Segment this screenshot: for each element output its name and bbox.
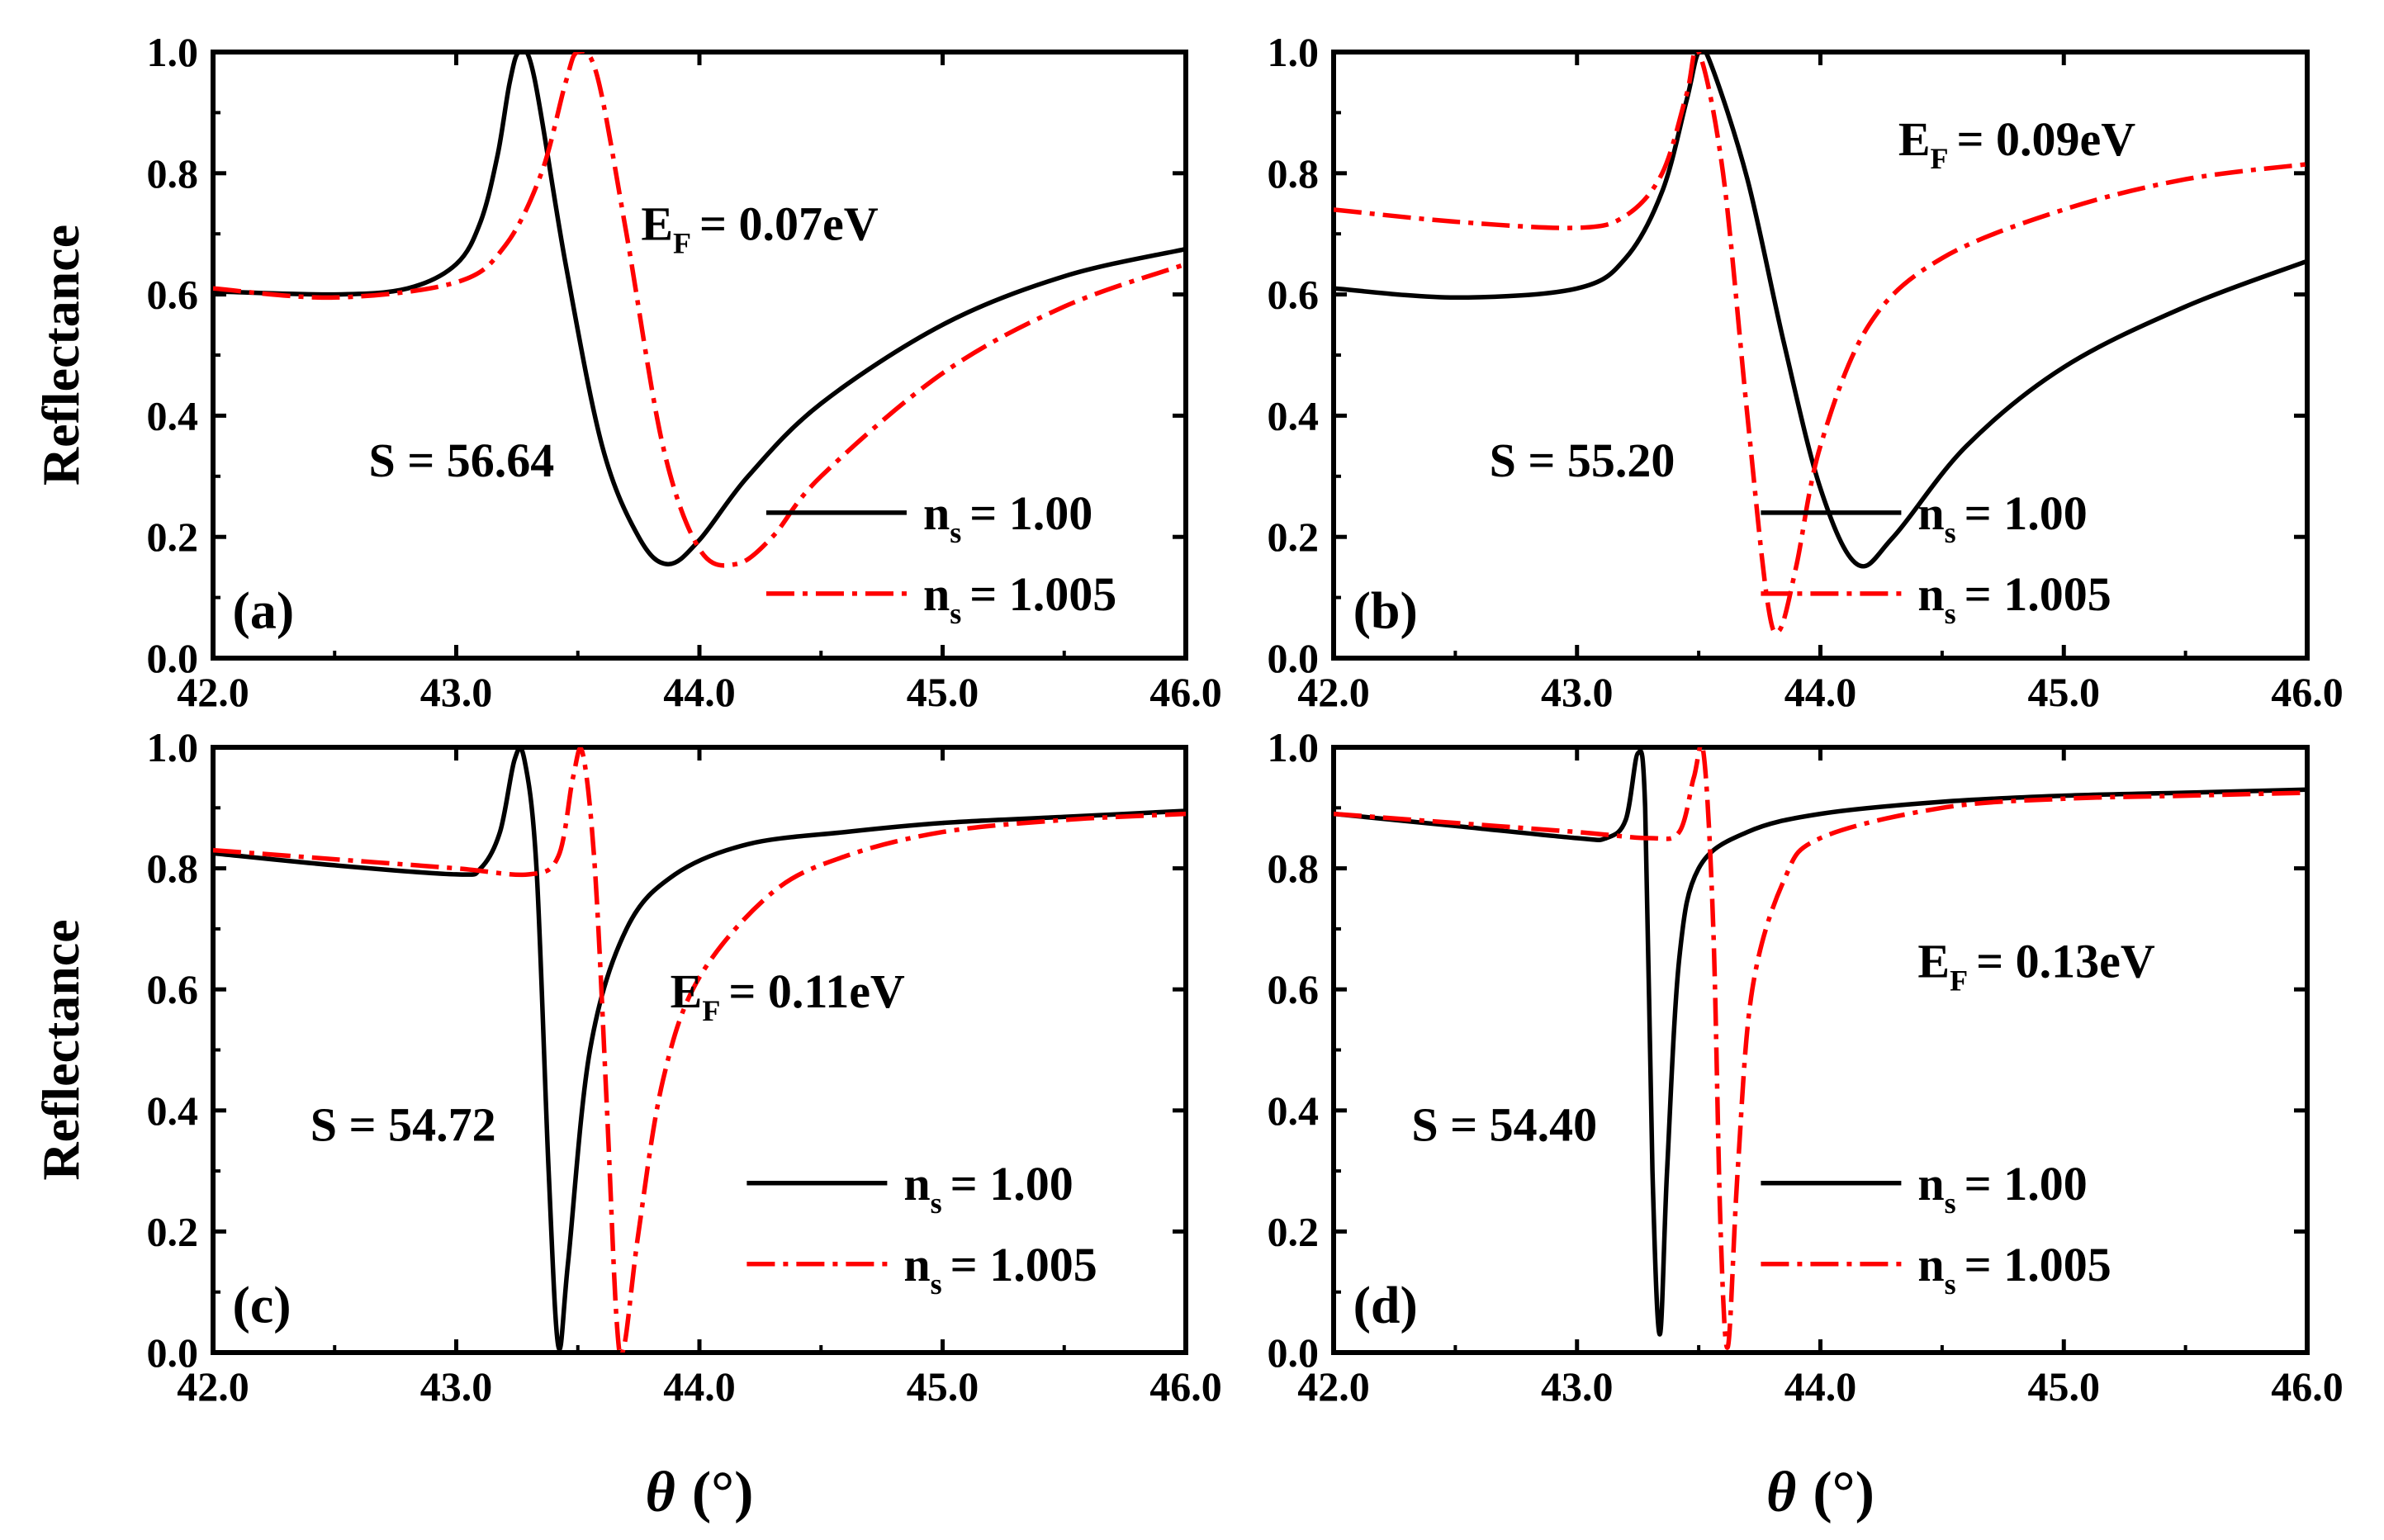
series-line-ns-1-005 [213, 747, 1186, 1353]
y-tick-label: 0.6 [147, 966, 199, 1012]
ef-annotation: EF = 0.07eV [641, 197, 878, 260]
series-line-ns-1-00 [213, 52, 1186, 566]
y-tick-label: 1.0 [1268, 724, 1320, 770]
x-tick-label: 43.0 [1541, 669, 1614, 715]
x-tick-label: 45.0 [907, 669, 979, 715]
x-tick-label: 46.0 [1149, 1363, 1222, 1410]
series-line-ns-1-00 [213, 747, 1186, 1352]
series-line-ns-1-005 [213, 52, 1186, 568]
panel-label: (c) [233, 1275, 291, 1334]
x-tick-label: 44.0 [663, 1363, 736, 1410]
y-tick-label: 1.0 [1268, 29, 1320, 75]
y-tick-label: 0.4 [147, 392, 199, 438]
series-line-ns-1-00 [1334, 52, 2307, 569]
panel-d: 42.0 43.0 44.0 45.0 46.0 0.0 0.2 0.4 0.6 0.8 1.0 θ(… [1268, 724, 2344, 1524]
y-tick-label: 1.0 [147, 724, 199, 770]
y-tick-label: 0.0 [147, 1329, 199, 1376]
y-tick-label: 0.2 [147, 514, 199, 560]
y-tick-label: 0.4 [1268, 392, 1320, 438]
x-tick-label: 42.0 [1297, 1363, 1370, 1410]
legend-label: ns = 1.00 [1917, 1157, 2087, 1220]
panel-label: (b) [1353, 580, 1418, 639]
x-axis-label: θ (°) [1766, 1461, 1874, 1524]
y-tick-label: 0.8 [147, 150, 199, 197]
legend-label: ns = 1.005 [1917, 567, 2111, 630]
s-annotation: S = 56.64 [368, 434, 554, 487]
x-tick-label: 44.0 [1784, 1363, 1857, 1410]
ef-annotation: EF = 0.13eV [1917, 935, 2154, 997]
x-axis-label: θ (°) [646, 1461, 754, 1524]
x-tick-label: 42.0 [177, 1363, 249, 1410]
y-tick-label: 0.2 [1268, 514, 1320, 560]
legend-label: ns = 1.00 [1917, 486, 2087, 549]
y-tick-label: 0.6 [1268, 272, 1320, 318]
x-tick-label: 43.0 [420, 669, 493, 715]
y-tick-label: 0.0 [1268, 635, 1320, 681]
plot-frame [1331, 50, 2310, 661]
legend-label: ns = 1.005 [1917, 1238, 2111, 1301]
series-line-ns-1-005 [1334, 52, 2307, 636]
x-tick-label: 46.0 [2271, 669, 2344, 715]
series-line-ns-1-00 [1334, 748, 2307, 1337]
legend-label: ns = 1.00 [923, 486, 1092, 549]
x-tick-label: 45.0 [2028, 1363, 2101, 1410]
y-tick-label: 1.0 [147, 29, 199, 75]
ef-annotation: EF = 0.11eV [671, 964, 905, 1027]
s-annotation: S = 54.72 [310, 1097, 496, 1151]
legend-label: ns = 1.005 [923, 567, 1116, 630]
x-tick-label: 46.0 [2271, 1363, 2344, 1410]
y-tick-label: 0.4 [1268, 1087, 1320, 1134]
y-axis-label: Reflectance [31, 225, 90, 486]
s-annotation: S = 54.40 [1411, 1097, 1597, 1151]
y-tick-label: 0.0 [147, 635, 199, 681]
ef-annotation: EF = 0.09eV [1898, 112, 2135, 175]
s-annotation: S = 55.20 [1490, 434, 1675, 487]
y-tick-label: 0.6 [1268, 966, 1320, 1012]
x-tick-label: 44.0 [663, 669, 736, 715]
x-tick-label: 46.0 [1149, 669, 1222, 715]
y-tick-label: 0.2 [1268, 1208, 1320, 1254]
series-line-ns-1-005 [1334, 747, 2307, 1350]
y-axis-label: Reflectance [31, 919, 90, 1180]
y-tick-label: 0.8 [1268, 846, 1320, 892]
y-tick-label: 0.4 [147, 1087, 199, 1134]
legend-label: ns = 1.005 [903, 1238, 1097, 1301]
y-tick-label: 0.8 [147, 846, 199, 892]
y-tick-label: 0.0 [1268, 1329, 1320, 1376]
y-tick-label: 0.8 [1268, 150, 1320, 197]
y-tick-label: 0.2 [147, 1208, 199, 1254]
x-tick-label: 45.0 [907, 1363, 979, 1410]
x-tick-label: 43.0 [420, 1363, 493, 1410]
y-tick-label: 0.6 [147, 272, 199, 318]
x-tick-label: 45.0 [2028, 669, 2101, 715]
x-tick-label: 43.0 [1541, 1363, 1614, 1410]
panel-a: 42.0 43.0 44.0 45.0 46.0 0.0 0.2 0.4 0.6 0.8 1.0 Re… [31, 29, 1222, 715]
x-tick-label: 44.0 [1784, 669, 1857, 715]
panel-c: 42.0 43.0 44.0 45.0 46.0 0.0 0.2 0.4 0.6 0.8 1.0 Re… [31, 724, 1222, 1524]
panel-label: (d) [1353, 1275, 1418, 1334]
legend-label: ns = 1.00 [903, 1157, 1073, 1220]
x-tick-label: 42.0 [177, 669, 249, 715]
panel-b: 42.0 43.0 44.0 45.0 46.0 0.0 0.2 0.4 0.6 0.8 1.0 EF… [1268, 29, 2344, 715]
panel-label: (a) [233, 580, 295, 639]
x-tick-label: 42.0 [1297, 669, 1370, 715]
